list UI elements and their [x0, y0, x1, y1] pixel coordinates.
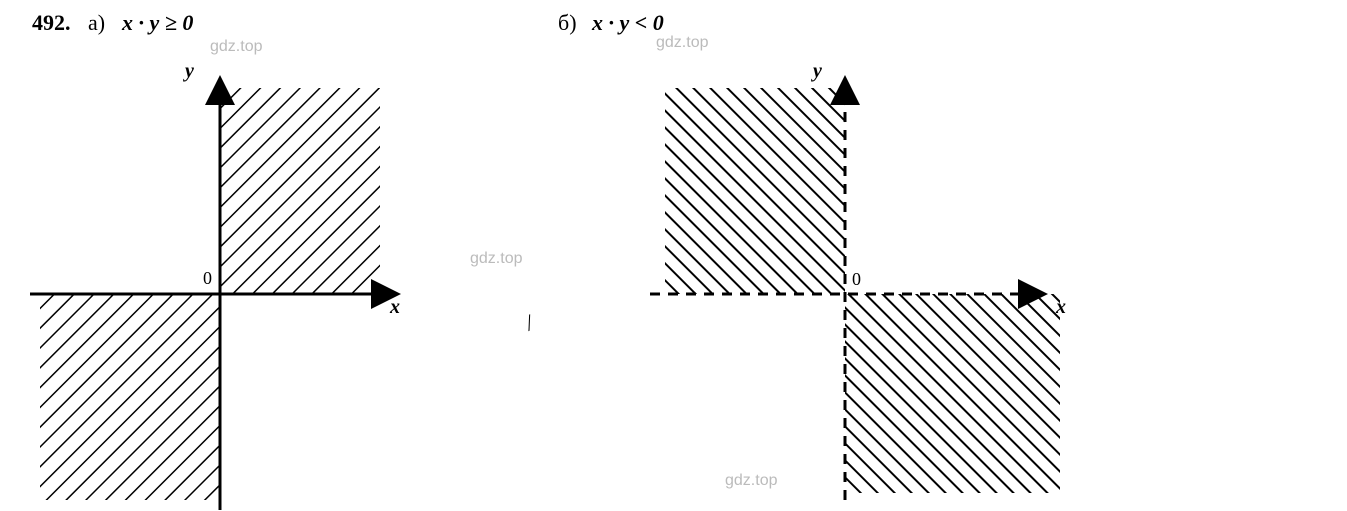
- part-b-inequality: x · y < 0: [592, 10, 664, 36]
- q2-region: [665, 88, 845, 294]
- q3-region: [40, 294, 220, 500]
- part-a-label: а): [88, 10, 105, 36]
- watermark-center: gdz.top: [470, 250, 522, 268]
- graph-a: [20, 70, 420, 510]
- q1-region: [220, 88, 380, 294]
- watermark-a: gdz.top: [210, 38, 262, 56]
- page-container: 492. а) x · y ≥ 0 gdz.top б) x · y < 0 g…: [0, 0, 1347, 511]
- q4-region: [845, 294, 1060, 493]
- problem-number: 492.: [32, 10, 71, 36]
- part-b-label: б): [558, 10, 577, 36]
- graph-b: [640, 70, 1060, 510]
- watermark-b1: gdz.top: [656, 34, 708, 52]
- part-a-inequality: x · y ≥ 0: [122, 10, 193, 36]
- stray-mark: /: [521, 310, 538, 336]
